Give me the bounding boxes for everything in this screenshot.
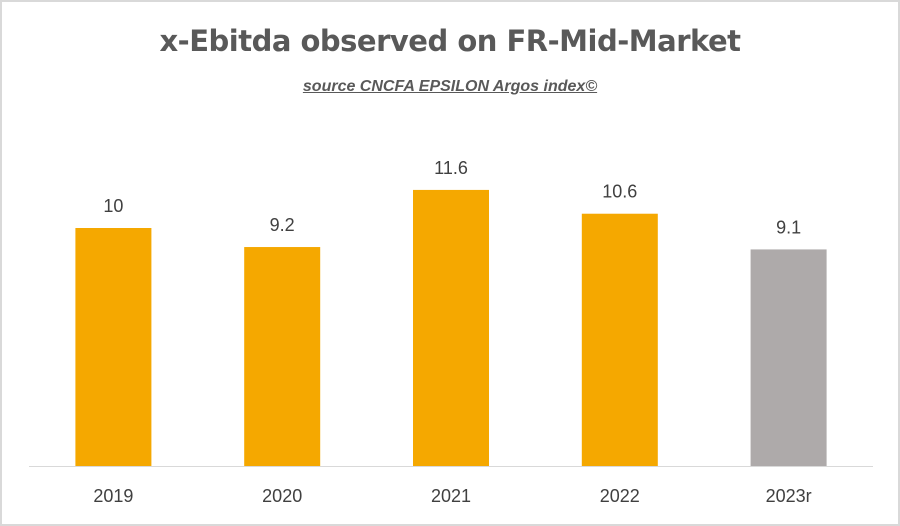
bar-2021 <box>413 189 489 467</box>
data-label-2023r: 9.1 <box>776 217 801 237</box>
x-tick-label-2022: 2022 <box>600 486 640 506</box>
x-tick-label-2023r: 2023r <box>766 486 812 506</box>
chart-title: x-Ebitda observed on FR-Mid-Market <box>159 24 741 58</box>
bar-2022 <box>581 213 658 466</box>
data-label-2020: 9.2 <box>270 215 295 235</box>
x-tick-label-2020: 2020 <box>262 486 302 506</box>
x-tick-label-2019: 2019 <box>93 486 133 506</box>
x-tick-label-2021: 2021 <box>431 486 471 506</box>
bar-2019 <box>75 228 152 466</box>
chart-subtitle: source CNCFA EPSILON Argos index© <box>302 78 598 95</box>
data-label-2022: 10.6 <box>602 182 637 202</box>
data-label-2021: 11.6 <box>434 158 468 178</box>
bar-2023r <box>750 249 827 466</box>
bar-2020 <box>244 247 321 466</box>
data-label-2019: 10 <box>103 196 123 216</box>
